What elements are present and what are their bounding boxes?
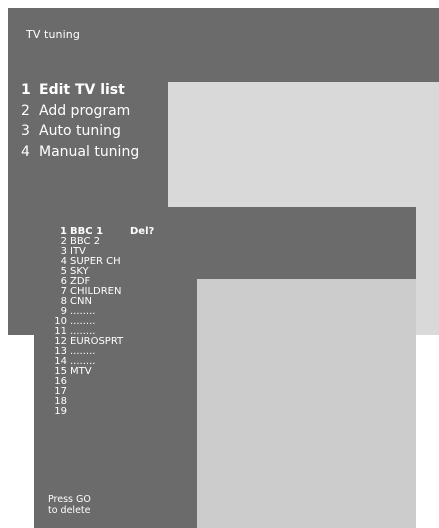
program-number: 6: [60, 276, 67, 287]
program-list-item[interactable]: 3 ITV: [48, 247, 123, 257]
program-name: CNN: [70, 296, 92, 307]
menu-item-manual-tuning[interactable]: 4 Manual tuning: [21, 142, 139, 163]
program-number: 14: [54, 356, 67, 367]
program-list-item[interactable]: 12 EUROSPRT: [48, 337, 123, 347]
program-list-item[interactable]: 13........: [48, 347, 123, 357]
program-name: ITV: [70, 246, 86, 257]
menu-item-auto-tuning[interactable]: 3 Auto tuning: [21, 121, 139, 142]
program-number: 9: [60, 306, 67, 317]
program-number: 11: [54, 326, 67, 337]
menu-item-number: 4: [21, 143, 30, 160]
program-number: 19: [54, 406, 67, 417]
list-background-panel: [197, 279, 416, 528]
help-text: Press GO to delete: [48, 494, 91, 516]
program-number: 1: [60, 226, 67, 237]
program-name: ........: [70, 306, 96, 317]
edit-tv-list-screen: 1 BBC 1 2 BBC 2 3 ITV 4 SUPER CH 5 SKY 6 ZDF 7 CHILDR…: [34, 207, 416, 528]
program-name: EUROSPRT: [70, 336, 124, 347]
program-name: SUPER CH: [70, 256, 121, 267]
program-number: 2: [60, 236, 67, 247]
program-name: BBC 2: [70, 236, 101, 247]
menu-title: TV tuning: [26, 28, 80, 41]
program-name: MTV: [70, 366, 92, 377]
program-number: 7: [60, 286, 67, 297]
program-name: ........: [70, 316, 96, 327]
program-number: 17: [54, 386, 67, 397]
program-number: 18: [54, 396, 67, 407]
program-list-item[interactable]: 17: [48, 387, 123, 397]
menu-item-label: Auto tuning: [39, 123, 121, 139]
menu-item-label: Manual tuning: [39, 143, 140, 160]
program-list-item[interactable]: 16: [48, 377, 123, 387]
tv-tuning-menu: 1 Edit TV list 2 Add program 3 Auto tuning …: [21, 80, 139, 162]
menu-item-number: 3: [21, 123, 30, 139]
program-number: 5: [60, 266, 67, 277]
program-list-item[interactable]: 19: [48, 407, 123, 417]
program-list-item[interactable]: 14........: [48, 357, 123, 367]
program-list-item[interactable]: 5 SKY: [48, 267, 123, 277]
program-list-item[interactable]: 4 SUPER CH: [48, 257, 123, 267]
program-list: 1 BBC 1 2 BBC 2 3 ITV 4 SUPER CH 5 SKY 6 ZDF 7 CHILDR…: [48, 227, 123, 417]
program-list-item[interactable]: 7 CHILDREN: [48, 287, 123, 297]
program-list-item[interactable]: 1 BBC 1: [48, 227, 123, 237]
program-list-item[interactable]: 18: [48, 397, 123, 407]
menu-item-edit-tv-list[interactable]: 1 Edit TV list: [21, 80, 139, 101]
program-number: 8: [60, 296, 67, 307]
program-number: 10: [54, 316, 67, 327]
delete-prompt: Del?: [130, 226, 155, 237]
menu-item-label: Add program: [39, 102, 131, 119]
program-name: ZDF: [70, 276, 91, 287]
help-text-line: Press GO: [48, 494, 91, 505]
program-list-item[interactable]: 2 BBC 2: [48, 237, 123, 247]
program-name: CHILDREN: [70, 286, 122, 297]
menu-item-add-program[interactable]: 2 Add program: [21, 101, 139, 122]
menu-item-label: Edit TV list: [39, 82, 125, 98]
program-list-item[interactable]: 8 CNN: [48, 297, 123, 307]
menu-item-number: 2: [21, 102, 30, 119]
program-number: 3: [60, 246, 67, 257]
program-name: ........: [70, 346, 96, 357]
program-list-item[interactable]: 9........: [48, 307, 123, 317]
program-name: ........: [70, 356, 96, 367]
program-number: 12: [54, 336, 67, 347]
program-list-item[interactable]: 6 ZDF: [48, 277, 123, 287]
program-number: 16: [54, 376, 67, 387]
help-text-line: to delete: [48, 504, 91, 516]
program-number: 4: [60, 256, 67, 267]
program-name: SKY: [70, 266, 89, 277]
program-list-item[interactable]: 11........: [48, 327, 123, 337]
program-name: BBC 1: [70, 226, 104, 237]
program-list-item[interactable]: 15 MTV: [48, 367, 123, 377]
program-name: ........: [70, 326, 96, 337]
program-number: 13: [54, 346, 67, 357]
menu-item-number: 1: [21, 82, 31, 98]
program-list-item[interactable]: 10........: [48, 317, 123, 327]
program-number: 15: [54, 366, 67, 377]
